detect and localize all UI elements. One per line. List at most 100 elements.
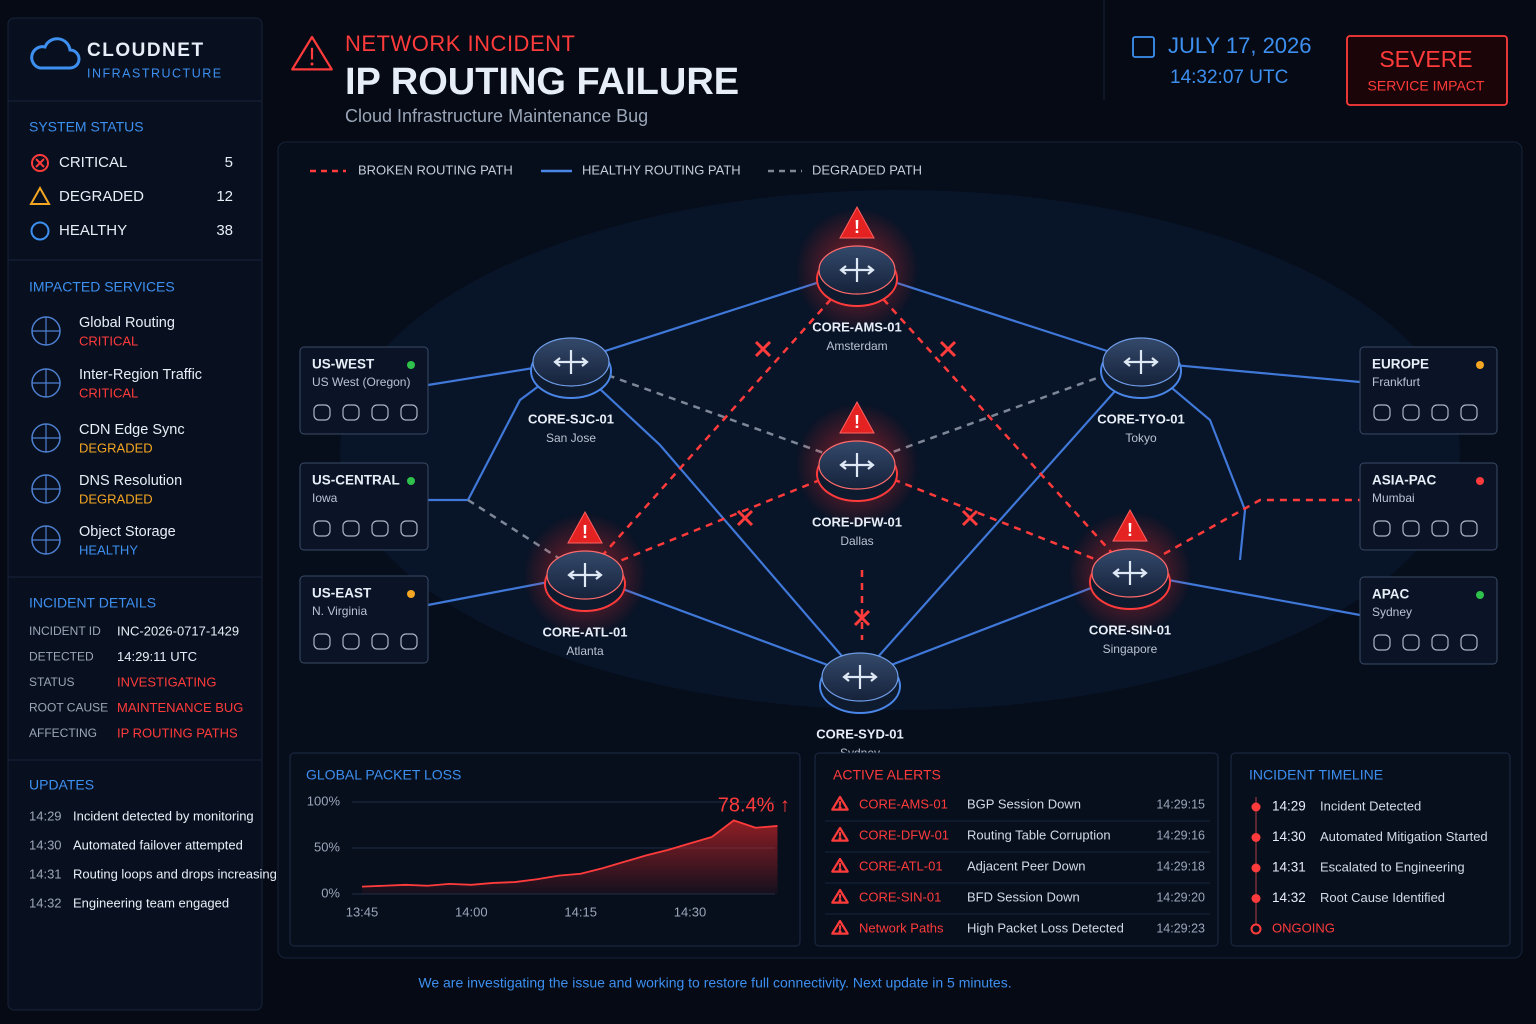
alert-source: CORE-AMS-01 (859, 796, 948, 811)
region-status-dot (1476, 591, 1484, 599)
region-icon (1431, 520, 1449, 537)
x-tick-label: 14:30 (674, 904, 707, 919)
region-location: Frankfurt (1372, 375, 1421, 389)
region-icon (371, 633, 389, 650)
degraded-link (467, 498, 586, 577)
date: JULY 17, 2026 (1168, 33, 1312, 58)
alert-icon (831, 919, 849, 935)
alert-icon (831, 888, 849, 904)
break-marker (754, 340, 772, 358)
router-alert (839, 205, 875, 239)
router-arrows (567, 563, 603, 587)
status-count: 12 (216, 188, 233, 205)
degraded-icon (29, 185, 51, 205)
section-title: UPDATES (29, 777, 94, 793)
region-icon (1402, 520, 1420, 537)
critical-icon (31, 154, 49, 172)
region-name: US-CENTRAL (312, 473, 400, 488)
x-tick-label: 14:00 (455, 904, 488, 919)
region-icon (1431, 634, 1449, 651)
break-marker (853, 609, 871, 627)
status-label: CRITICAL (59, 154, 127, 171)
y-tick-label: 0% (321, 885, 340, 900)
detail-label: INCIDENT ID (29, 624, 101, 638)
healthy-link (1140, 361, 1247, 561)
region-location: Mumbai (1372, 491, 1415, 505)
region-status-dot (407, 361, 415, 369)
region-location: US West (Oregon) (312, 375, 410, 389)
region-box (1359, 346, 1498, 435)
alert-time: 14:29:15 (1156, 797, 1205, 811)
timeline-dot (1251, 894, 1261, 903)
warning-dot (838, 806, 842, 809)
router-alert (567, 510, 603, 544)
router-name: CORE-ATL-01 (543, 624, 628, 639)
section-title: SYSTEM STATUS (29, 119, 144, 135)
sidebar (7, 17, 263, 1011)
bottom-panel (814, 752, 1219, 947)
region-status-dot (1476, 361, 1484, 369)
detail-value: 14:29:11 UTC (117, 649, 197, 664)
region-box (299, 575, 429, 664)
region-icon (313, 404, 331, 421)
bottom-panel (1230, 752, 1511, 947)
severity: SEVERE (1379, 46, 1472, 72)
warning-dot (838, 930, 842, 933)
warning-dot (838, 868, 842, 871)
timeline-dot (1250, 923, 1262, 935)
y-tick-label: 50% (314, 839, 340, 854)
router-name: CORE-TYO-01 (1097, 411, 1184, 426)
broken-link (856, 463, 1131, 575)
region-icon (400, 633, 418, 650)
label: CLOUDNET (87, 40, 205, 61)
region-name: US-EAST (312, 586, 372, 601)
alert-time: 14:29:18 (1156, 859, 1205, 873)
router-arrows (842, 665, 878, 689)
service-name: CDN Edge Sync (79, 422, 185, 438)
region-name: APAC (1372, 587, 1410, 602)
region-name: ASIA-PAC (1372, 473, 1437, 488)
update-time: 14:31 (29, 866, 62, 881)
router-arrows (839, 258, 875, 282)
alert-time: 14:29:23 (1156, 921, 1205, 935)
region-icon (313, 520, 331, 537)
router-name: CORE-AMS-01 (812, 319, 902, 334)
detail-value: MAINTENANCE BUG (117, 700, 243, 715)
router-alert (1112, 508, 1148, 542)
degraded-link (856, 360, 1142, 467)
bottom-panel (289, 752, 801, 947)
router-arrows (1112, 561, 1148, 585)
loss-area (362, 820, 778, 894)
status-label: DEGRADED (59, 188, 144, 205)
loss-line (361, 819, 778, 888)
router-arrows (839, 453, 875, 477)
healthy-link (859, 361, 1142, 678)
break-marker (736, 509, 754, 527)
router-alert-mark: ! (854, 412, 860, 432)
severity-box (1346, 35, 1508, 106)
region-status-dot (407, 477, 415, 485)
region-icon (371, 520, 389, 537)
alert-icon (831, 826, 849, 842)
region-icon (342, 520, 360, 537)
router-name: CORE-SYD-01 (816, 726, 903, 741)
service-name: Object Storage (79, 524, 176, 540)
detail-value: IP ROUTING PATHS (117, 725, 238, 740)
header-warning (291, 35, 333, 71)
update-text: Automated failover attempted (73, 837, 243, 852)
service-status: CRITICAL (79, 385, 138, 400)
detail-label: STATUS (29, 675, 75, 689)
alert-source: CORE-DFW-01 (859, 827, 949, 842)
service-status: HEALTHY (79, 542, 138, 557)
router-city: Dallas (840, 534, 873, 548)
region-name: US-WEST (312, 357, 375, 372)
detail-label: DETECTED (29, 650, 94, 664)
service-status: DEGRADED (79, 440, 153, 455)
footer-note: We are investigating the issue and worki… (418, 975, 1011, 991)
region-icon (1373, 634, 1391, 651)
status-count: 38 (216, 222, 233, 239)
timeline-time: 14:32 (1272, 890, 1306, 905)
healthy-icon (30, 221, 50, 241)
legend-label: HEALTHY ROUTING PATH (582, 162, 741, 177)
legend-label: BROKEN ROUTING PATH (358, 162, 513, 177)
